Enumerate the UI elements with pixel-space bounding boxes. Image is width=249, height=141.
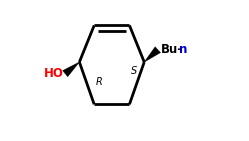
Polygon shape [63,62,79,77]
Text: n: n [179,42,188,56]
Polygon shape [144,47,160,62]
Text: HO: HO [44,67,64,80]
Text: S: S [130,66,137,75]
Text: Bu-: Bu- [161,42,183,56]
Text: R: R [96,77,103,87]
